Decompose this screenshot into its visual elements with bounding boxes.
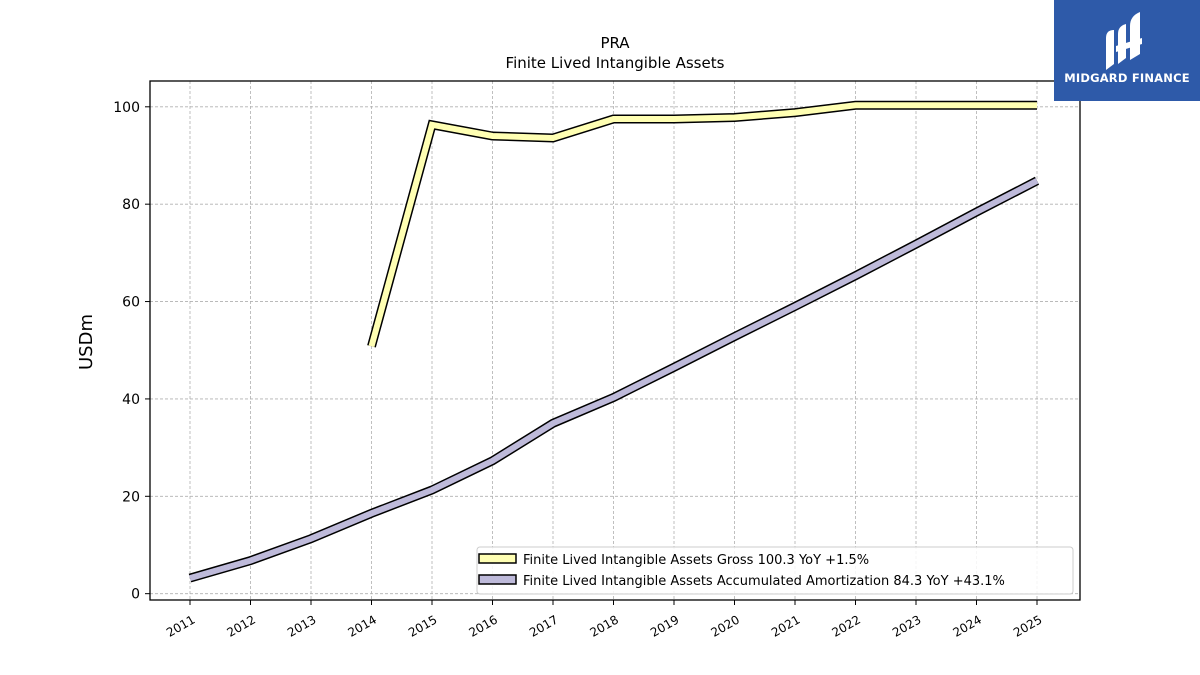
x-tick-label: 2016 (467, 612, 500, 639)
legend-swatch (478, 574, 517, 585)
y-tick-label: 80 (122, 197, 140, 213)
x-tick-label: 2020 (709, 612, 742, 639)
x-tick-label: 2024 (951, 612, 984, 639)
y-tick-label: 0 (131, 587, 140, 603)
plot-frame (149, 80, 1081, 601)
logo-text: MIDGARD FINANCE (1064, 71, 1190, 85)
midgard-finance-logo: MIDGARD FINANCE (1054, 0, 1200, 101)
logo-mark-icon (1106, 12, 1142, 70)
x-tick-label: 2013 (285, 612, 318, 639)
series-0-line (368, 102, 1037, 348)
x-tick-label: 2021 (769, 612, 802, 639)
x-tick-label: 2015 (406, 612, 439, 639)
chart-title: PRA (600, 34, 630, 52)
legend-entry: Finite Lived Intangible Assets Gross 100… (523, 553, 869, 568)
series-0-outline (367, 100, 1037, 348)
series-1-line (189, 178, 1039, 581)
series-lines (188, 100, 1040, 583)
y-tick-label: 60 (122, 295, 140, 311)
x-tick-label: 2025 (1011, 612, 1044, 639)
legend-swatch (478, 553, 517, 564)
x-tick-label: 2022 (830, 612, 863, 639)
x-tick-label: 2017 (527, 612, 560, 639)
y-tick-label: 100 (113, 100, 140, 116)
x-tick-label: 2012 (225, 612, 258, 639)
x-tick-label: 2011 (164, 612, 197, 639)
x-tick-label: 2019 (648, 612, 681, 639)
legend-entry: Finite Lived Intangible Assets Accumulat… (523, 574, 1005, 589)
grid (150, 81, 1080, 600)
chart-subtitle: Finite Lived Intangible Assets (506, 54, 725, 72)
legend-box (476, 546, 1074, 595)
x-axis: 2011 2012 2013 2014 2015 2016 2017 2018 2019 2020… (164, 600, 1045, 640)
x-tick-label: 2023 (890, 612, 923, 639)
legend: Finite Lived Intangible Assets Gross 100… (476, 546, 1074, 595)
y-tick-label: 40 (122, 392, 140, 408)
y-tick-label: 20 (122, 489, 140, 505)
y-axis: 0 20 40 60 80 100 (113, 100, 150, 603)
x-tick-label: 2018 (588, 612, 621, 639)
x-tick-label: 2014 (346, 612, 379, 639)
y-axis-label: USDm (76, 314, 97, 370)
